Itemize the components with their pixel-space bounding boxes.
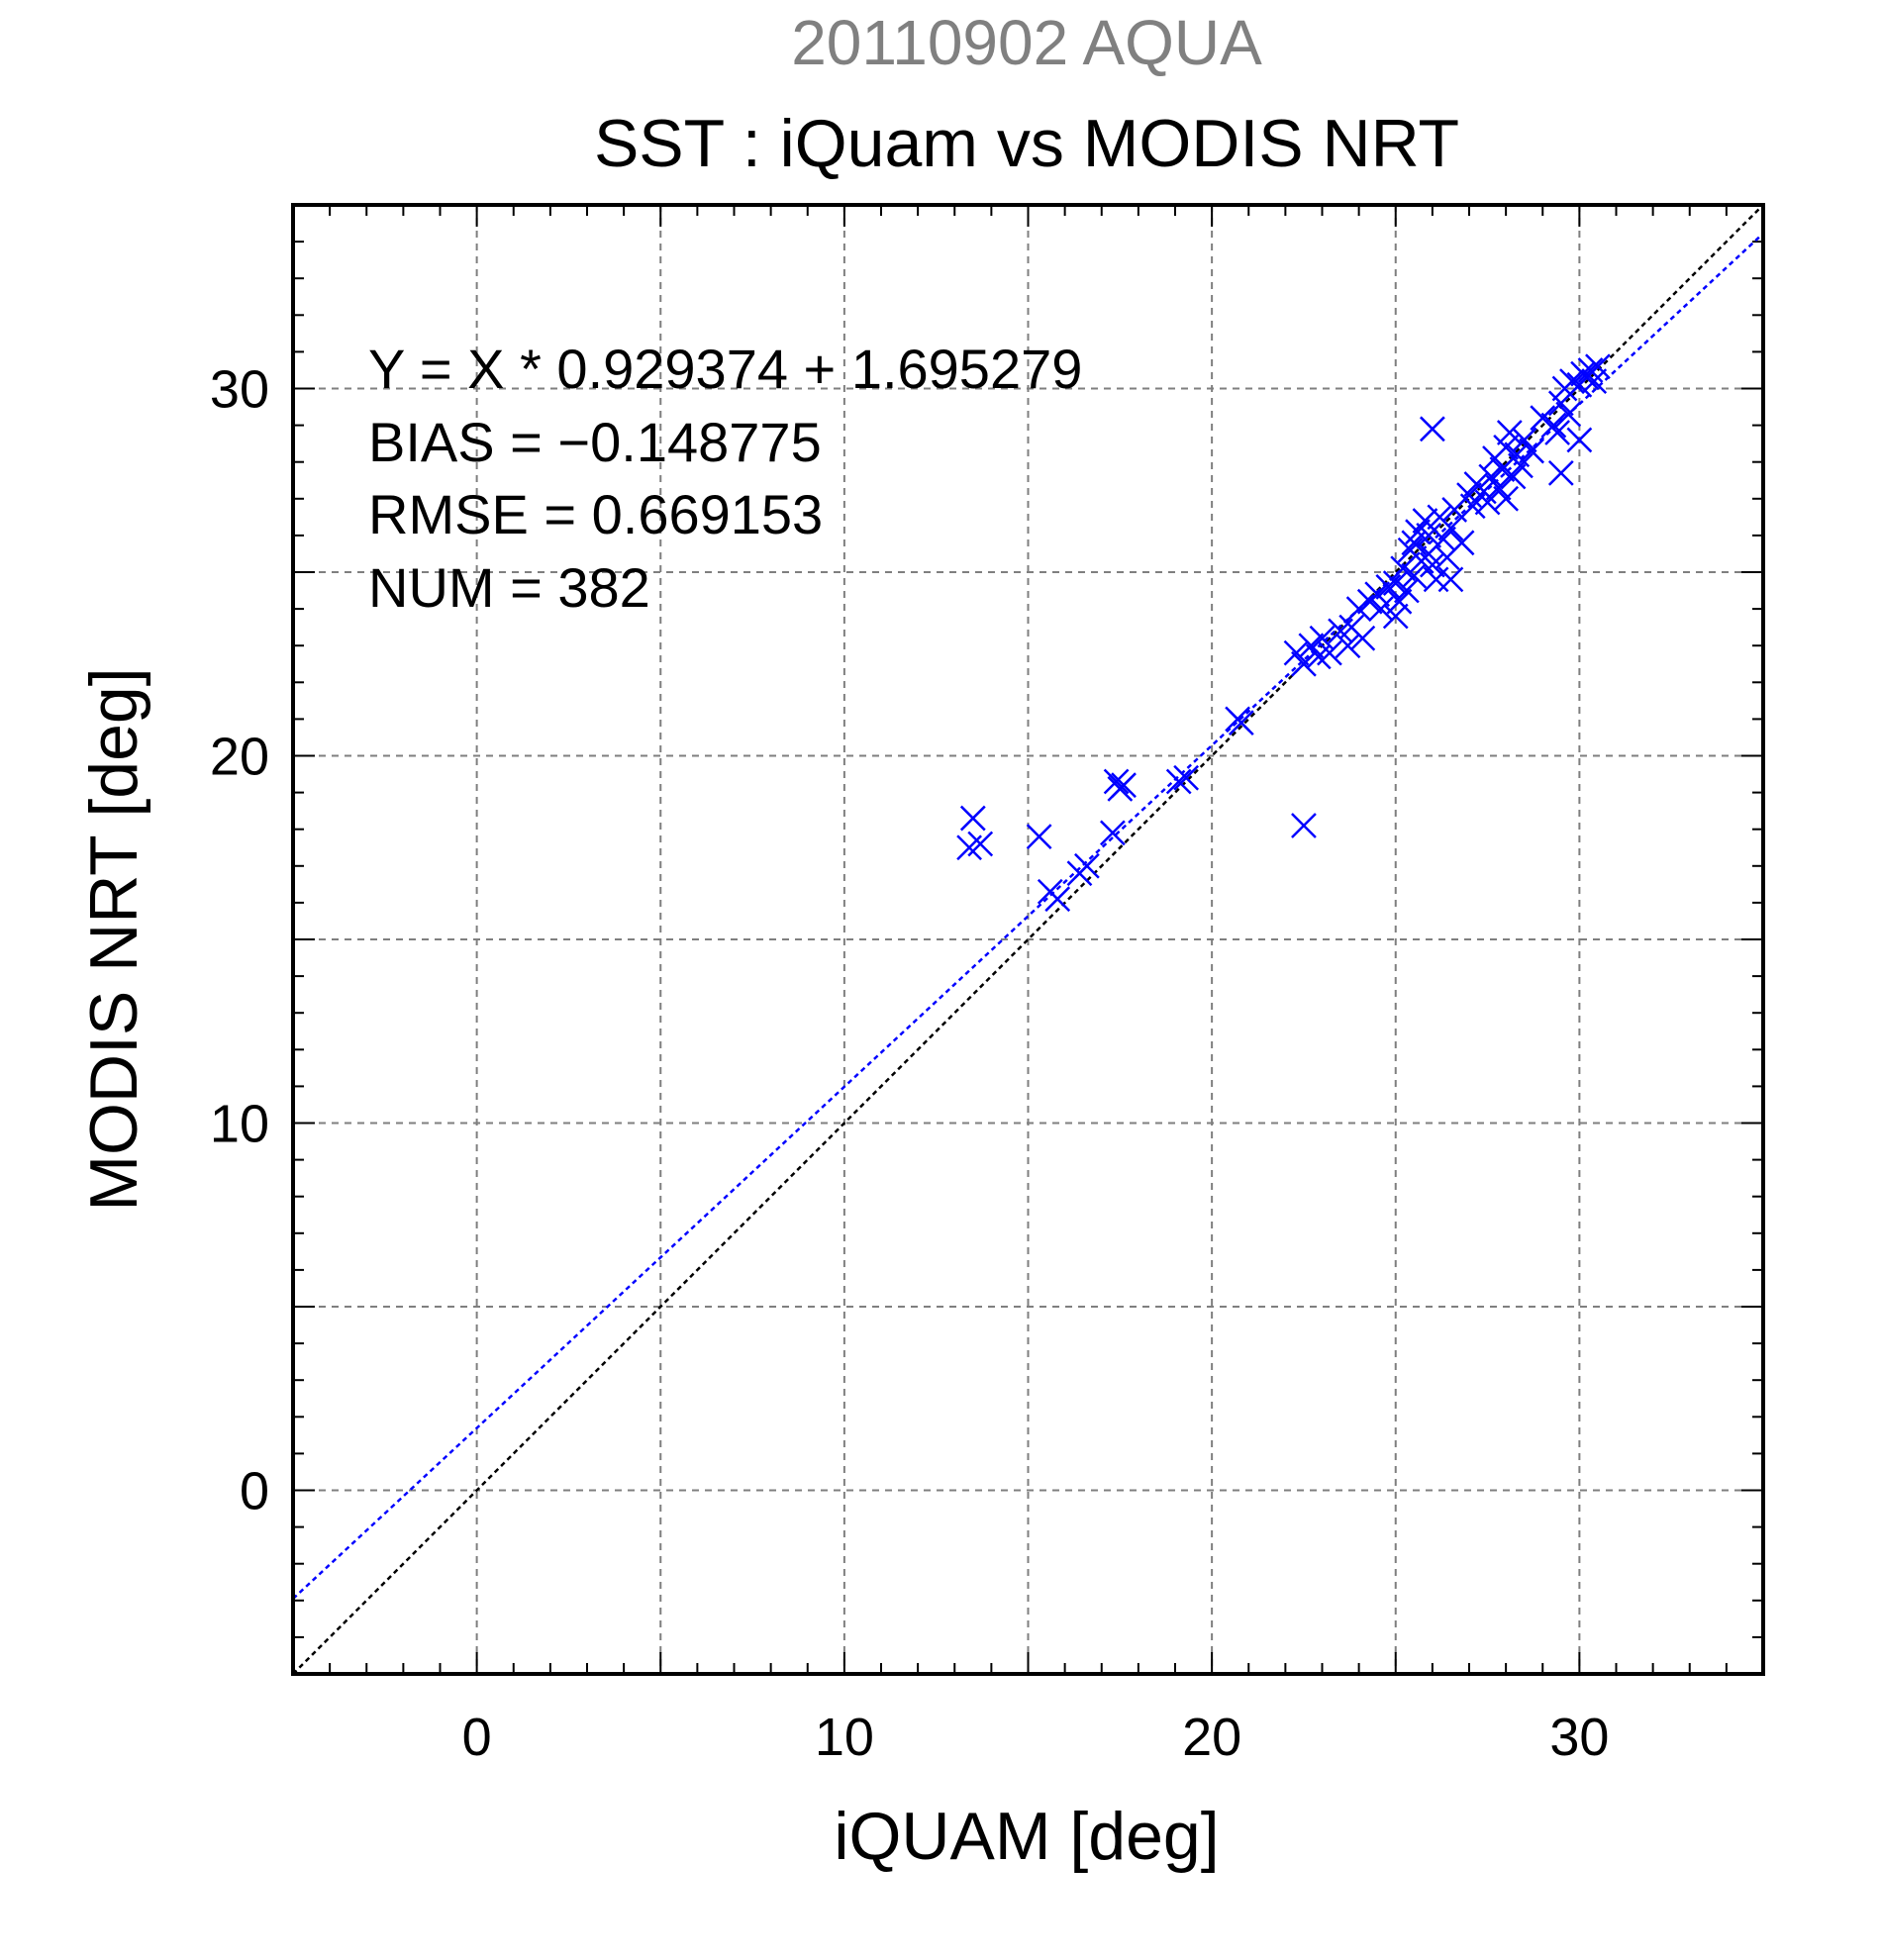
y-tick-label: 0 bbox=[240, 1462, 269, 1521]
data-point bbox=[1581, 368, 1608, 394]
data-point bbox=[1544, 420, 1570, 445]
data-point bbox=[1390, 555, 1417, 582]
x-axis-label: iQUAM [deg] bbox=[834, 1799, 1219, 1874]
data-point bbox=[1511, 427, 1537, 453]
x-tick-label: 30 bbox=[1549, 1708, 1609, 1767]
data-point bbox=[1165, 768, 1192, 795]
data-point bbox=[1416, 523, 1442, 548]
data-point bbox=[1291, 650, 1317, 677]
data-point bbox=[1044, 886, 1071, 913]
data-point bbox=[1100, 820, 1126, 846]
data-point bbox=[1519, 438, 1544, 464]
data-point bbox=[1382, 603, 1409, 630]
data-point bbox=[1026, 824, 1052, 850]
data-point bbox=[1496, 420, 1523, 445]
stats-annotation: Y = X * 0.929374 + 1.695279 BIAS = −0.14… bbox=[368, 338, 1082, 619]
data-point bbox=[1585, 353, 1611, 380]
data-point bbox=[1566, 427, 1593, 453]
data-point bbox=[1493, 485, 1520, 512]
data-point bbox=[1540, 412, 1567, 439]
data-point bbox=[959, 805, 986, 832]
y-tick-label: 20 bbox=[210, 728, 269, 787]
data-point bbox=[1500, 463, 1527, 490]
identity-line bbox=[293, 205, 1763, 1674]
data-point bbox=[1317, 639, 1342, 666]
x-tick-label: 20 bbox=[1182, 1708, 1241, 1767]
stats-line-bias: BIAS = −0.148775 bbox=[368, 411, 822, 473]
x-tick-label: 10 bbox=[815, 1708, 874, 1767]
stats-line-fit: Y = X * 0.929374 + 1.695279 bbox=[368, 338, 1082, 400]
tick-labels: 0 10 20 30 0 10 20 30 bbox=[210, 360, 1609, 1768]
data-point bbox=[1437, 566, 1464, 593]
data-point bbox=[1394, 577, 1420, 604]
data-point bbox=[1349, 625, 1376, 651]
data-point bbox=[1419, 551, 1445, 578]
y-axis-label: MODIS NRT [deg] bbox=[76, 667, 151, 1211]
y-tick-label: 30 bbox=[210, 360, 269, 420]
stats-line-rmse: RMSE = 0.669153 bbox=[368, 483, 823, 545]
data-point bbox=[1419, 416, 1445, 442]
data-point bbox=[1107, 776, 1134, 802]
data-point bbox=[1386, 588, 1413, 615]
data-point bbox=[1173, 764, 1200, 791]
data-point bbox=[1309, 625, 1336, 651]
data-point bbox=[1283, 639, 1310, 666]
data-point bbox=[1547, 459, 1574, 486]
data-point bbox=[1074, 852, 1100, 879]
y-tick-label: 10 bbox=[210, 1095, 269, 1154]
data-point bbox=[1291, 813, 1317, 838]
data-point bbox=[1298, 633, 1325, 659]
reference-lines bbox=[293, 205, 1763, 1674]
data-point bbox=[1555, 401, 1582, 428]
x-tick-label: 0 bbox=[462, 1708, 492, 1767]
data-point bbox=[1401, 562, 1428, 589]
fit-line bbox=[293, 232, 1763, 1600]
data-points bbox=[956, 353, 1611, 913]
plot-frame bbox=[291, 203, 1765, 1676]
data-point bbox=[1368, 596, 1394, 622]
data-point bbox=[1103, 768, 1130, 795]
stats-line-num: NUM = 382 bbox=[368, 556, 650, 619]
data-point bbox=[1493, 434, 1520, 460]
data-point bbox=[967, 831, 994, 857]
data-point bbox=[1345, 596, 1372, 622]
gridlines bbox=[293, 205, 1763, 1674]
data-point bbox=[1228, 710, 1254, 735]
data-point bbox=[1364, 581, 1391, 608]
data-point bbox=[1459, 493, 1486, 520]
data-point bbox=[1448, 530, 1475, 556]
chart-supertitle: 20110902 AQUA bbox=[791, 7, 1262, 78]
data-point bbox=[1508, 452, 1534, 479]
chart-title: SST : iQuam vs MODIS NRT bbox=[594, 106, 1459, 181]
data-point bbox=[1559, 368, 1585, 394]
